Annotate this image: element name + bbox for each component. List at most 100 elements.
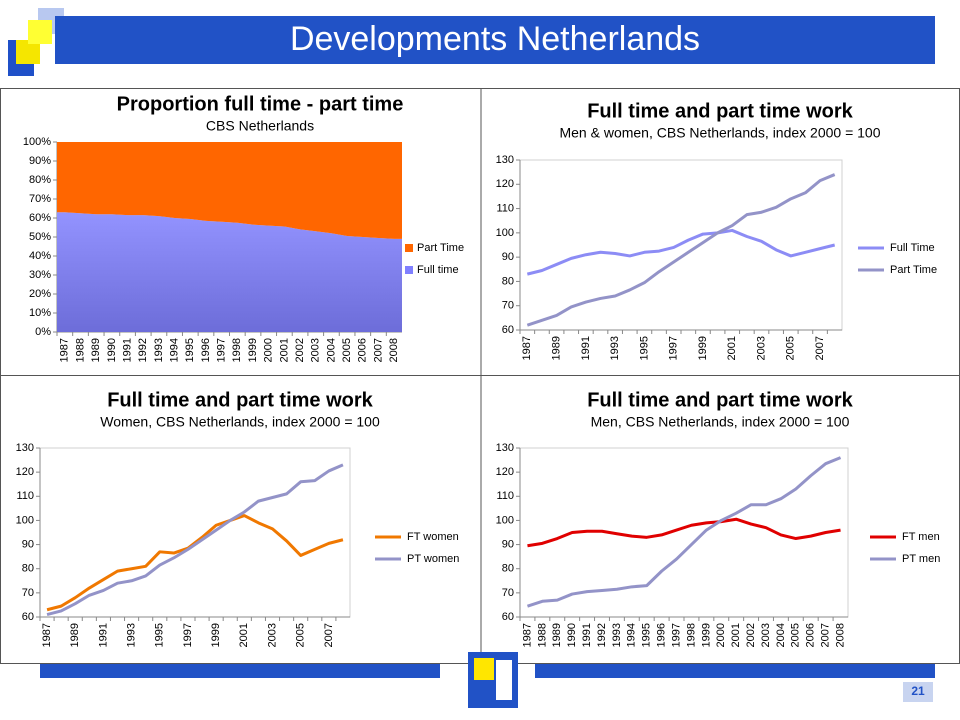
y-tick-label: 110	[496, 490, 514, 502]
x-tick-label: 1997	[670, 623, 682, 647]
chart-title: Proportion full time - part time	[117, 93, 404, 115]
line	[526, 456, 842, 608]
x-tick-label: 2000	[715, 623, 727, 647]
x-tick-label: 1993	[125, 623, 137, 647]
chart-title: Full time and part time work	[587, 389, 853, 411]
y-tick-label: 90	[502, 251, 514, 263]
x-tick-label: 1987	[41, 623, 53, 647]
y-tick-label: 30%	[29, 269, 51, 281]
y-tick-label: 100	[496, 227, 514, 239]
footer-bar	[40, 664, 440, 678]
x-tick-label: 1987	[59, 338, 71, 362]
y-tick-label: 130	[496, 442, 514, 454]
x-tick-label: 1999	[697, 336, 709, 360]
x-tick-label: 2007	[814, 336, 826, 360]
y-tick-label: 100	[16, 514, 34, 526]
x-tick-label: 1995	[154, 623, 166, 647]
x-tick-label: 1994	[626, 623, 638, 647]
x-tick-label: 1997	[216, 338, 228, 362]
x-tick-label: 2002	[745, 623, 757, 647]
legend-label: FT men	[902, 531, 940, 543]
x-tick-label: 2007	[323, 623, 335, 647]
y-tick-label: 100%	[23, 136, 51, 148]
x-tick-label: 2002	[294, 338, 306, 362]
legend-label: Full time	[417, 264, 459, 276]
logo	[496, 660, 512, 700]
legend-label: PT men	[902, 553, 940, 565]
x-tick-label: 1990	[106, 338, 118, 362]
page-number-box	[903, 682, 933, 702]
x-tick-label: 1998	[685, 623, 697, 647]
x-tick-label: 2001	[730, 623, 742, 647]
y-tick-label: 90%	[29, 155, 51, 167]
x-tick-label: 2001	[726, 336, 738, 360]
y-tick-label: 110	[16, 490, 34, 502]
x-tick-label: 1988	[74, 338, 86, 362]
y-tick-label: 120	[496, 466, 514, 478]
line	[46, 463, 344, 617]
legend-swatch	[405, 266, 413, 274]
area-shade	[57, 212, 402, 332]
y-tick-label: 70	[502, 587, 514, 599]
x-tick-label: 2003	[310, 338, 322, 362]
logo	[474, 658, 494, 680]
footer-bar	[535, 664, 935, 678]
x-tick-label: 1996	[656, 623, 668, 647]
x-tick-label: 1988	[536, 623, 548, 647]
x-tick-label: 2001	[238, 623, 250, 647]
x-tick-label: 1995	[184, 338, 196, 362]
y-tick-label: 60%	[29, 212, 51, 224]
x-tick-label: 2004	[775, 623, 787, 647]
y-tick-label: 80	[22, 563, 34, 575]
y-tick-label: 20%	[29, 288, 51, 300]
x-tick-label: 1995	[641, 623, 653, 647]
x-tick-label: 1997	[182, 623, 194, 647]
slide-title: Developments Netherlands	[290, 20, 700, 58]
y-tick-label: 40%	[29, 250, 51, 262]
x-tick-label: 2004	[325, 338, 337, 362]
y-tick-label: 90	[22, 538, 34, 550]
x-tick-label: 1987	[521, 336, 533, 360]
y-tick-label: 70	[22, 587, 34, 599]
y-tick-label: 70%	[29, 193, 51, 205]
deco-square	[28, 20, 52, 44]
x-tick-label: 1996	[200, 338, 212, 362]
x-tick-label: 2005	[790, 623, 802, 647]
x-tick-label: 1999	[247, 338, 259, 362]
y-tick-label: 50%	[29, 231, 51, 243]
x-tick-label: 2005	[341, 338, 353, 362]
x-tick-label: 1995	[638, 336, 650, 360]
x-tick-label: 2003	[266, 623, 278, 647]
legend-label: Part Time	[890, 264, 937, 276]
x-tick-label: 1989	[550, 336, 562, 360]
x-tick-label: 1992	[596, 623, 608, 647]
x-tick-label: 2003	[755, 336, 767, 360]
y-tick-label: 120	[16, 466, 34, 478]
y-tick-label: 60	[502, 324, 514, 336]
legend-swatch	[405, 244, 413, 252]
legend-label: Full Time	[890, 242, 935, 254]
x-tick-label: 1993	[611, 623, 623, 647]
x-tick-label: 2007	[820, 623, 832, 647]
x-tick-label: 1989	[551, 623, 563, 647]
y-tick-label: 70	[502, 300, 514, 312]
x-tick-label: 1987	[521, 623, 533, 647]
x-tick-label: 2007	[372, 338, 384, 362]
x-tick-label: 1991	[97, 623, 109, 647]
line	[526, 228, 836, 276]
legend-label: FT women	[407, 531, 459, 543]
line	[527, 517, 841, 548]
chart-subtitle: CBS Netherlands	[206, 118, 314, 134]
y-tick-label: 90	[502, 538, 514, 550]
x-tick-label: 1993	[153, 338, 165, 362]
legend-label: Part Time	[417, 242, 464, 254]
y-tick-label: 60	[502, 611, 514, 623]
chart-subtitle: Women, CBS Netherlands, index 2000 = 100	[100, 414, 380, 430]
x-tick-label: 2006	[805, 623, 817, 647]
y-tick-label: 0%	[35, 326, 51, 338]
y-tick-label: 100	[496, 514, 514, 526]
chart-title: Full time and part time work	[107, 389, 373, 411]
page-number: 21	[911, 684, 925, 698]
x-tick-label: 1999	[700, 623, 712, 647]
